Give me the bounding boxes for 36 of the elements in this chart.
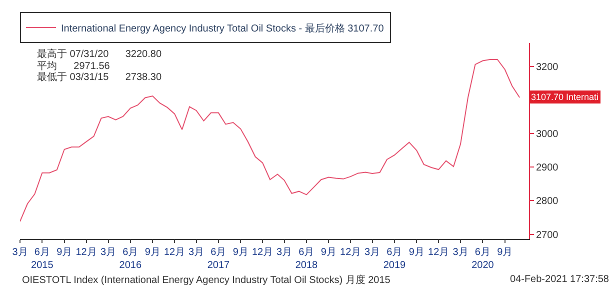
x-tick-label: 12月 [428,247,450,258]
y-tick-label: 3000 [536,129,559,140]
x-tick-label: 9月 [497,247,513,258]
x-tick-label: 9月 [232,247,248,258]
annotation: 最高于 07/31/20 3220.80 [37,48,162,60]
y-tick-label: 2900 [536,162,559,174]
y-tick-label: 3200 [536,62,559,73]
x-tick-label: 12月 [252,247,274,258]
x-tick-label: 3月 [364,247,380,258]
y-tick-label: 2700 [536,230,559,241]
x-tick-label: 9月 [408,247,424,258]
x-tick-label: 3月 [452,247,468,258]
x-tick-label: 6月 2016 [119,247,142,271]
x-tick-label: 9月 [56,247,72,258]
annotation: 最低于 03/31/15 2738.30 [37,72,162,83]
x-tick-label: 6月 2019 [383,247,406,271]
x-tick-label: 9月 [320,247,336,258]
line-series [20,58,520,222]
legend-label: International Energy Agency Industry Total Oil Stocks - 最后价格 3107.70 [61,22,384,34]
annotation: 3107.70 Internati [531,92,599,102]
x-tick-label: 3月 [188,247,204,258]
y-tick-label: 2800 [536,196,559,208]
x-tick-label: 6月 2018 [295,247,318,271]
x-tick-label: 9月 [144,247,160,258]
x-tick-label: 12月 [76,247,97,258]
x-tick-label: 6月 2017 [207,247,230,271]
text: 04-Feb-2021 17:37:58 [510,274,610,285]
annotation: 平均 2971.56 [37,60,110,72]
x-tick-label: 3月 [276,247,292,258]
x-tick-label: 3月 [100,247,116,258]
x-tick-label: 12月 [164,247,186,258]
x-tick-label: 12月 [340,247,362,258]
text: OIESTOTL Index (International Energy Agency Industry Total Oil Stocks) 月度 2015 [22,274,391,285]
x-tick-label: 6月 2020 [472,247,494,271]
x-tick-label: 6月 2015 [31,247,54,271]
x-tick-label: 3月 [12,247,28,258]
